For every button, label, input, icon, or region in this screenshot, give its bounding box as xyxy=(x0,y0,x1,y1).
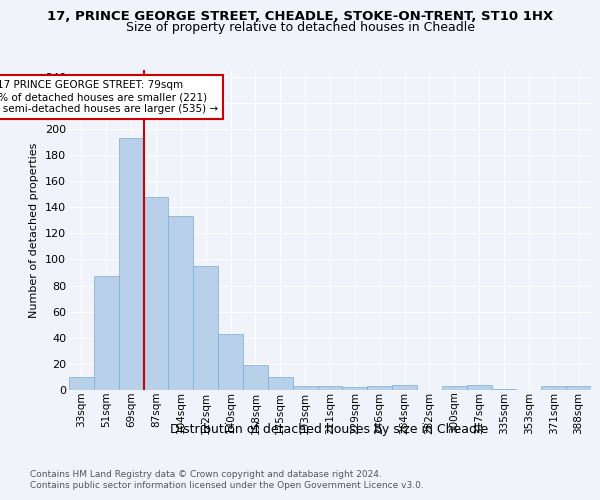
Bar xyxy=(317,386,343,390)
Bar xyxy=(392,385,417,390)
Text: Size of property relative to detached houses in Cheadle: Size of property relative to detached ho… xyxy=(125,21,475,34)
Text: Contains HM Land Registry data © Crown copyright and database right 2024.: Contains HM Land Registry data © Crown c… xyxy=(30,470,382,479)
Text: Distribution of detached houses by size in Cheadle: Distribution of detached houses by size … xyxy=(170,422,488,436)
Bar xyxy=(467,385,491,390)
Text: Contains public sector information licensed under the Open Government Licence v3: Contains public sector information licen… xyxy=(30,481,424,490)
Bar xyxy=(69,377,94,390)
Bar xyxy=(94,276,119,390)
Bar xyxy=(143,196,169,390)
Bar xyxy=(169,216,193,390)
Bar xyxy=(343,388,367,390)
Bar xyxy=(566,386,591,390)
Bar xyxy=(442,386,467,390)
Y-axis label: Number of detached properties: Number of detached properties xyxy=(29,142,40,318)
Bar xyxy=(243,365,268,390)
Bar xyxy=(367,386,392,390)
Bar xyxy=(119,138,143,390)
Bar xyxy=(268,377,293,390)
Bar xyxy=(491,388,517,390)
Bar xyxy=(193,266,218,390)
Bar xyxy=(293,386,317,390)
Bar xyxy=(541,386,566,390)
Text: 17, PRINCE GEORGE STREET, CHEADLE, STOKE-ON-TRENT, ST10 1HX: 17, PRINCE GEORGE STREET, CHEADLE, STOKE… xyxy=(47,10,553,23)
Text: 17 PRINCE GEORGE STREET: 79sqm
← 29% of detached houses are smaller (221)
71% of: 17 PRINCE GEORGE STREET: 79sqm ← 29% of … xyxy=(0,80,218,114)
Bar xyxy=(218,334,243,390)
